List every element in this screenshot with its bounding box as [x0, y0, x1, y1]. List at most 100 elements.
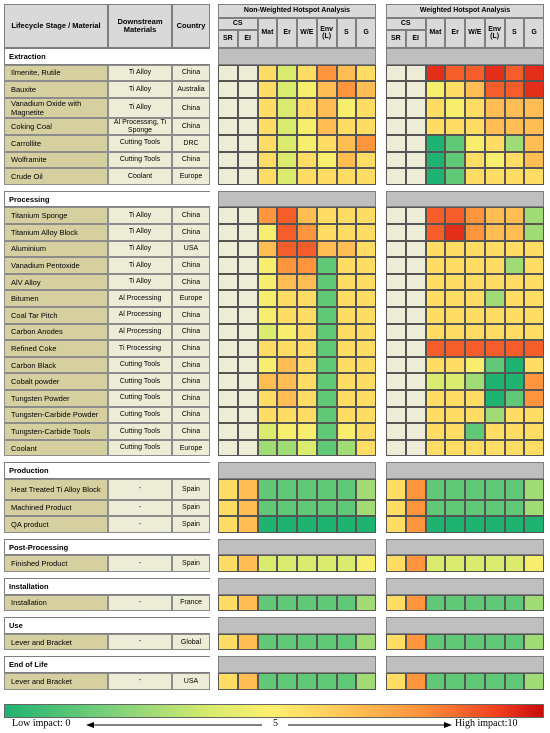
heatmap-cell-nw	[356, 423, 376, 440]
heatmap-cell-w	[484, 64, 505, 82]
heatmap-cell-w	[484, 673, 505, 690]
heatmap-cell-w	[386, 340, 406, 357]
heatmap-cell-nw	[277, 340, 297, 357]
row-material: Machined Product	[4, 499, 108, 517]
row-country: France	[172, 594, 210, 612]
heatmap-cell-w	[386, 207, 406, 224]
heatmap-cell-w	[524, 340, 544, 357]
heatmap-cell-w	[405, 340, 426, 357]
heatmap-cell-nw	[336, 373, 357, 390]
heatmap-cell-nw	[336, 439, 357, 457]
heatmap-cell-nw	[297, 240, 317, 258]
heatmap-cell-w	[465, 207, 485, 224]
heatmap-cell-nw	[316, 479, 337, 500]
heatmap-cell-w	[465, 673, 485, 690]
heatmap-cell-nw	[237, 390, 258, 407]
heatmap-cell-w	[445, 81, 465, 98]
heatmap-cell-nw	[316, 323, 337, 341]
heatmap-cell-nw	[218, 151, 238, 169]
heatmap-cell-nw	[237, 224, 258, 241]
header-col-we-nw: W/E	[297, 18, 317, 48]
heatmap-cell-nw	[277, 97, 297, 119]
heatmap-cell-w	[524, 224, 544, 241]
row-country: China	[172, 307, 210, 324]
heatmap-cell-nw	[257, 516, 278, 533]
heatmap-cell-nw	[336, 240, 357, 258]
heatmap-cell-w	[386, 240, 406, 258]
heatmap-cell-w	[504, 516, 525, 533]
header-col-mat-w: Mat	[425, 18, 446, 48]
row-downstream: Al Processing	[108, 323, 172, 341]
heatmap-cell-w	[386, 290, 406, 307]
heatmap-cell-w	[425, 594, 446, 612]
heatmap-cell-nw	[297, 555, 317, 572]
heatmap-cell-w	[504, 633, 525, 651]
heatmap-cell-nw	[257, 390, 278, 407]
row-downstream: -	[108, 499, 172, 517]
heatmap-cell-nw	[316, 594, 337, 612]
heatmap-cell-nw	[297, 439, 317, 457]
heatmap-cell-w	[524, 423, 544, 440]
row-country: China	[172, 97, 210, 119]
row-country: China	[172, 207, 210, 224]
heatmap-cell-nw	[218, 168, 238, 185]
header-country: Country	[172, 4, 210, 48]
heatmap-cell-w	[405, 307, 426, 324]
row-downstream: Cutting Tools	[108, 423, 172, 440]
heatmap-cell-nw	[277, 273, 297, 291]
heatmap-cell-nw	[336, 151, 357, 169]
heatmap-cell-w	[484, 118, 505, 135]
heatmap-cell-nw	[336, 555, 357, 572]
heatmap-cell-w	[386, 555, 406, 572]
row-material: Installation	[4, 594, 108, 612]
colorbar-mid-label: 5	[273, 718, 278, 729]
heatmap-cell-w	[484, 135, 505, 152]
heatmap-cell-w	[484, 423, 505, 440]
heatmap-cell-w	[504, 594, 525, 612]
heatmap-cell-nw	[218, 516, 238, 533]
heatmap-cell-nw	[257, 479, 278, 500]
heatmap-cell-nw	[277, 323, 297, 341]
heatmap-cell-nw	[356, 118, 376, 135]
row-country: Global	[172, 633, 210, 651]
heatmap-cell-w	[504, 406, 525, 424]
row-downstream: Cutting Tools	[108, 356, 172, 374]
heatmap-cell-nw	[218, 257, 238, 274]
heatmap-cell-w	[405, 555, 426, 572]
heatmap-cell-nw	[257, 633, 278, 651]
row-downstream: Ti Alloy	[108, 207, 172, 224]
heatmap-cell-nw	[257, 406, 278, 424]
heatmap-cell-nw	[316, 224, 337, 241]
row-material: QA product	[4, 516, 108, 533]
heatmap-cell-nw	[237, 168, 258, 185]
heatmap-cell-w	[445, 224, 465, 241]
colorbar-arrows	[86, 722, 452, 728]
heatmap-cell-nw	[237, 499, 258, 517]
heatmap-cell-nw	[297, 307, 317, 324]
heatmap-cell-w	[386, 81, 406, 98]
heatmap-cell-w	[504, 168, 525, 185]
heatmap-cell-w	[405, 356, 426, 374]
heatmap-cell-w	[425, 81, 446, 98]
heatmap-cell-nw	[316, 307, 337, 324]
heatmap-cell-nw	[297, 406, 317, 424]
row-downstream: -	[108, 479, 172, 500]
heatmap-cell-nw	[356, 257, 376, 274]
heatmap-cell-w	[504, 135, 525, 152]
row-downstream: Ti Alloy	[108, 240, 172, 258]
heatmap-cell-nw	[257, 499, 278, 517]
heatmap-cell-w	[386, 168, 406, 185]
heatmap-cell-nw	[257, 307, 278, 324]
row-country: China	[172, 273, 210, 291]
heatmap-cell-w	[445, 323, 465, 341]
heatmap-cell-nw	[237, 406, 258, 424]
heatmap-cell-w	[386, 64, 406, 82]
header-col-s-w: S	[504, 18, 525, 48]
row-downstream: Ti Alloy	[108, 81, 172, 98]
heatmap-cell-nw	[297, 516, 317, 533]
heatmap-cell-w	[484, 340, 505, 357]
heatmap-cell-nw	[218, 673, 238, 690]
row-downstream: Al Processing	[108, 307, 172, 324]
heatmap-cell-nw	[297, 633, 317, 651]
